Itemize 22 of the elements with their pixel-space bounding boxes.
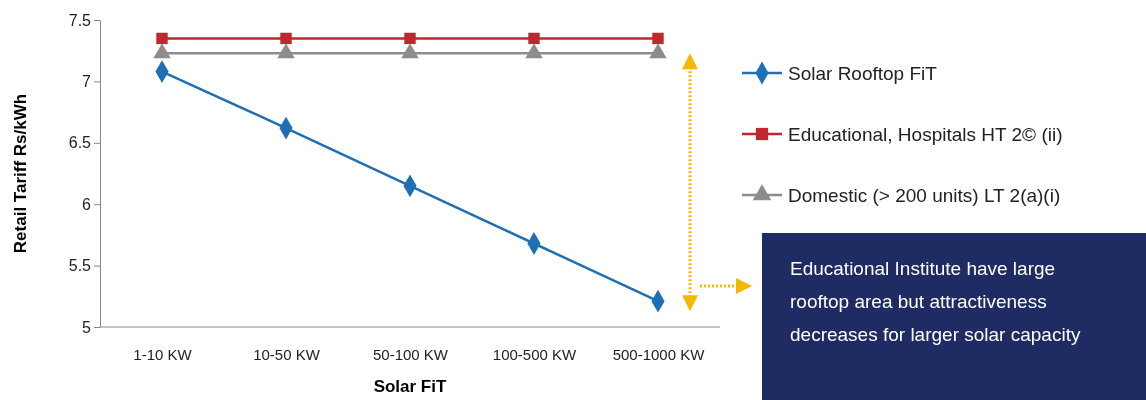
y-tick-label: 7.5 xyxy=(68,11,92,29)
x-tick-label: 100-500 KW xyxy=(492,345,578,363)
y-tick-label: 6.5 xyxy=(68,134,92,152)
point xyxy=(528,32,540,45)
x-tick-label: 10-50 KW xyxy=(253,345,321,363)
x-axis-title: Solar FiT xyxy=(373,377,447,396)
y-tick-label: 6 xyxy=(82,195,92,213)
point xyxy=(652,32,664,45)
x-tick-label: 50-100 KW xyxy=(372,345,449,363)
x-tick-label: 1-10 KW xyxy=(133,345,193,363)
point xyxy=(156,32,168,45)
point xyxy=(280,32,292,45)
legend-label: Domestic (> 200 units) LT 2(a)(i) xyxy=(788,185,1061,206)
text: Educational Institute have large rooftop area but attractiveness decreases for larger solar capacity xyxy=(790,258,1081,345)
legend-label: Educational, Hospitals HT 2© (ii) xyxy=(788,124,1063,145)
y-tick-label: 5 xyxy=(82,318,92,336)
point xyxy=(404,32,416,45)
x-tick-label: 500-1000 KW xyxy=(612,345,706,363)
y-axis-title: Retail Tariff Rs/kWh xyxy=(11,93,30,254)
y-tick-label: 5.5 xyxy=(68,257,92,275)
y-tick-label: 7 xyxy=(82,73,92,91)
legend-label: Solar Rooftop FiT xyxy=(788,63,938,84)
